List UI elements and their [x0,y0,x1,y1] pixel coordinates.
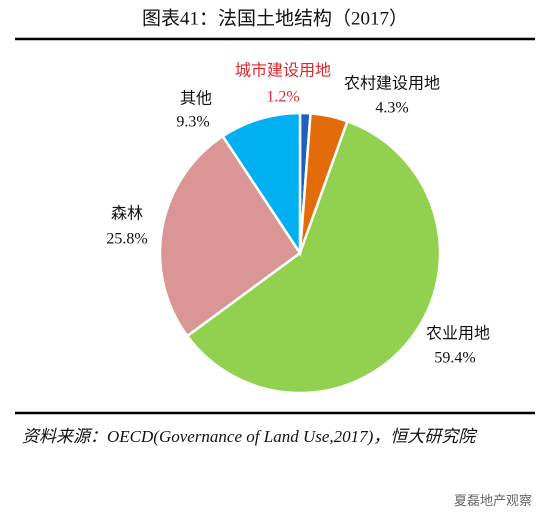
watermark: 夏磊地产观察 [453,494,532,509]
slice-label: 农业用地 [426,325,490,343]
value-label: 59.4% [434,350,475,367]
source-note: 资料来源：OECD(Governance of Land Use,2017)，恒… [22,427,476,446]
value-label: 25.8% [106,231,147,248]
pie-slice [158,134,302,338]
value-label: 9.3% [176,114,209,131]
pie-slice [221,111,302,258]
slice-label: 其他 [180,90,212,108]
chart-title: 图表41：法国土地结构（2017） [142,7,408,29]
slice-label: 农村建设用地 [344,75,440,93]
slice-label: 城市建设用地 [235,62,331,80]
pie-slice [185,119,442,395]
value-label: 4.3% [375,100,408,117]
slice-label: 森林 [111,205,143,223]
value-label: 1.2% [266,89,299,106]
